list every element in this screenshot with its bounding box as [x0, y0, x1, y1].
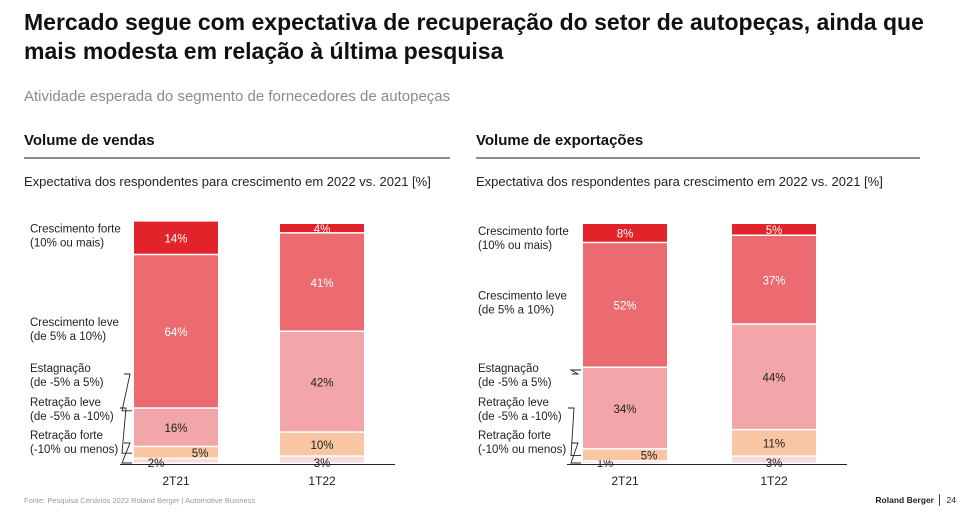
page-title: Mercado segue com expectativa de recuper…	[24, 9, 924, 64]
legend-label-retracao-forte: (-10% ou menos)	[30, 444, 118, 456]
value-label-2t21-estagnacao: 16%	[164, 423, 187, 435]
footer-brand: Roland Berger	[875, 495, 934, 505]
bar-2t21-retracao-leve	[583, 449, 667, 461]
legend-connector-retracao-leve	[120, 407, 132, 454]
bar-2t21-retracao-leve	[134, 447, 218, 458]
bar-1t22-forte	[280, 224, 364, 233]
legend-connector-estagnacao	[569, 369, 581, 375]
bar-1t22-retracao-forte	[280, 456, 364, 463]
bar-1t22-leve	[732, 236, 816, 324]
value-label-2t21-leve: 52%	[613, 301, 636, 313]
legend-connector-retracao-forte	[121, 442, 132, 464]
bar-1t22-leve	[280, 233, 364, 331]
bar-2t21-forte	[134, 221, 218, 254]
legend-label-forte: Crescimento forte	[30, 224, 121, 236]
value-label-1t22-estagnacao: 42%	[310, 377, 333, 389]
panel-divider-exportacoes	[476, 157, 920, 159]
value-label-1t22-forte: 4%	[314, 224, 331, 236]
bar-2t21-retracao-forte	[134, 459, 218, 463]
legend-label-leve: (de 5% a 10%)	[30, 331, 106, 343]
category-label-1t22: 1T22	[308, 474, 336, 488]
bar-2t21-retracao-forte	[583, 461, 667, 463]
legend-label-retracao-leve: Retração leve	[30, 397, 101, 409]
legend-label-leve: Crescimento leve	[30, 317, 119, 329]
legend-label-retracao-forte: Retração forte	[478, 430, 551, 442]
bar-1t22-estagnacao	[280, 332, 364, 432]
value-label-1t22-leve: 37%	[762, 275, 785, 287]
bar-1t22-estagnacao	[732, 324, 816, 429]
panel-divider-vendas	[24, 157, 450, 159]
panel-title-vendas: Volume de vendas	[24, 132, 155, 149]
legend-connector-estagnacao	[121, 373, 132, 412]
legend-label-estagnacao: (de -5% a 5%)	[30, 377, 104, 389]
footer-separator	[939, 494, 940, 506]
legend-connector-retracao-forte	[570, 442, 581, 464]
value-label-2t21-estagnacao: 34%	[613, 404, 636, 416]
legend-label-retracao-forte: Retração forte	[30, 430, 103, 442]
bar-2t21-leve	[583, 243, 667, 367]
legend-label-estagnacao: Estagnação	[30, 363, 91, 375]
legend-label-forte: (10% ou mais)	[30, 238, 104, 250]
value-label-2t21-retracao-leve: 5%	[192, 448, 209, 460]
bar-1t22-retracao-forte	[732, 456, 816, 463]
legend-connector-retracao-leve	[568, 407, 581, 457]
legend-label-estagnacao: Estagnação	[478, 363, 539, 375]
value-label-2t21-forte: 8%	[617, 229, 634, 241]
legend-label-forte: Crescimento forte	[478, 226, 569, 238]
page-subtitle: Atividade esperada do segmento de fornec…	[24, 88, 451, 105]
panel-subtitle-vendas: Expectativa dos respondentes para cresci…	[24, 174, 431, 189]
value-label-1t22-estagnacao: 44%	[762, 373, 785, 385]
value-label-1t22-leve: 41%	[310, 278, 333, 290]
legend-label-forte: (10% ou mais)	[478, 240, 552, 252]
panel-subtitle-exportacoes: Expectativa dos respondentes para cresci…	[476, 174, 883, 189]
panel-title-exportacoes: Volume de exportações	[476, 132, 644, 149]
value-label-2t21-leve: 64%	[164, 327, 187, 339]
legend-label-leve: Crescimento leve	[478, 291, 567, 303]
bar-2t21-estagnacao	[583, 368, 667, 449]
chart-volume-vendas: 2%5%16%64%14%2T213%10%42%41%4%1T22Cresci…	[30, 221, 395, 488]
value-label-1t22-retracao-leve: 11%	[763, 439, 785, 451]
footer-source: Fonte: Pesquisa Cenários 2022 Roland Ber…	[24, 496, 256, 505]
value-label-1t22-forte: 5%	[766, 225, 783, 237]
category-label-2t21: 2T21	[611, 474, 639, 488]
bar-2t21-leve	[134, 255, 218, 408]
chart-volume-exportacoes: 1%5%34%52%8%2T213%11%44%37%5%1T22Crescim…	[478, 224, 847, 488]
bar-1t22-retracao-leve	[732, 430, 816, 456]
page-number: 24	[946, 495, 956, 505]
bar-2t21-forte	[583, 224, 667, 242]
legend-label-leve: (de 5% a 10%)	[478, 305, 554, 317]
category-label-2t21: 2T21	[162, 474, 190, 488]
bar-1t22-retracao-leve	[280, 432, 364, 456]
value-label-1t22-retracao-leve: 10%	[310, 440, 333, 452]
legend-label-retracao-leve: (de -5% a -10%)	[478, 411, 562, 423]
legend-label-retracao-forte: (-10% ou menos)	[478, 444, 566, 456]
legend-label-estagnacao: (de -5% a 5%)	[478, 377, 552, 389]
value-label-2t21-retracao-leve: 5%	[641, 451, 658, 463]
legend-label-retracao-leve: (de -5% a -10%)	[30, 411, 114, 423]
bar-2t21-estagnacao	[134, 408, 218, 446]
bar-1t22-forte	[732, 224, 816, 235]
legend-label-retracao-leve: Retração leve	[478, 397, 549, 409]
value-label-2t21-forte: 14%	[164, 233, 187, 245]
category-label-1t22: 1T22	[760, 474, 788, 488]
